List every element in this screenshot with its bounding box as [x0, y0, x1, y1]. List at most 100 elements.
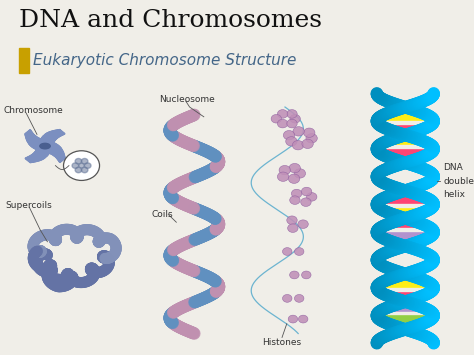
Polygon shape: [26, 133, 33, 138]
Circle shape: [294, 248, 304, 256]
Polygon shape: [29, 137, 37, 144]
Circle shape: [283, 295, 292, 302]
Polygon shape: [58, 130, 64, 135]
Polygon shape: [55, 149, 62, 156]
Polygon shape: [25, 130, 31, 135]
Polygon shape: [36, 141, 46, 149]
Polygon shape: [51, 131, 58, 137]
Polygon shape: [56, 151, 63, 157]
Polygon shape: [32, 140, 42, 147]
Circle shape: [79, 163, 84, 168]
Polygon shape: [31, 139, 40, 146]
Circle shape: [288, 174, 300, 184]
Polygon shape: [40, 142, 52, 151]
Polygon shape: [29, 138, 38, 144]
Circle shape: [290, 114, 301, 123]
Polygon shape: [60, 158, 65, 163]
Polygon shape: [53, 148, 61, 155]
Polygon shape: [41, 142, 52, 151]
Polygon shape: [28, 137, 36, 143]
Polygon shape: [51, 146, 60, 154]
Polygon shape: [25, 131, 31, 135]
Polygon shape: [39, 143, 50, 152]
Polygon shape: [48, 145, 58, 153]
Polygon shape: [38, 147, 48, 155]
Polygon shape: [30, 156, 36, 162]
Polygon shape: [35, 140, 46, 149]
Polygon shape: [57, 154, 64, 159]
Polygon shape: [52, 131, 59, 137]
Polygon shape: [27, 134, 34, 140]
Polygon shape: [51, 147, 60, 154]
Polygon shape: [54, 131, 61, 136]
Circle shape: [64, 151, 100, 180]
Polygon shape: [58, 154, 64, 160]
Polygon shape: [54, 131, 60, 136]
Polygon shape: [34, 140, 45, 148]
Polygon shape: [42, 142, 53, 151]
Polygon shape: [30, 138, 39, 146]
Polygon shape: [55, 151, 63, 157]
Circle shape: [287, 216, 297, 224]
Polygon shape: [44, 135, 54, 143]
Polygon shape: [34, 153, 42, 160]
Circle shape: [289, 163, 301, 173]
Polygon shape: [44, 143, 55, 152]
Polygon shape: [46, 133, 55, 141]
Polygon shape: [33, 140, 43, 148]
Polygon shape: [46, 134, 55, 141]
Polygon shape: [42, 137, 52, 146]
Polygon shape: [58, 155, 64, 160]
Polygon shape: [55, 151, 63, 157]
Polygon shape: [53, 131, 60, 136]
Polygon shape: [39, 141, 51, 151]
Circle shape: [292, 189, 302, 198]
Polygon shape: [47, 133, 56, 140]
Polygon shape: [35, 140, 45, 149]
Polygon shape: [40, 142, 52, 151]
Polygon shape: [36, 151, 45, 158]
Polygon shape: [44, 136, 53, 144]
Polygon shape: [46, 144, 56, 152]
Polygon shape: [50, 132, 57, 138]
Polygon shape: [26, 132, 32, 137]
Polygon shape: [30, 156, 37, 161]
Polygon shape: [29, 138, 38, 145]
Polygon shape: [44, 135, 53, 143]
Polygon shape: [36, 150, 46, 157]
Polygon shape: [29, 156, 36, 162]
Polygon shape: [34, 153, 42, 160]
Circle shape: [303, 128, 315, 137]
Polygon shape: [38, 145, 49, 154]
Polygon shape: [53, 148, 61, 155]
Polygon shape: [55, 130, 62, 135]
Polygon shape: [47, 133, 55, 140]
Circle shape: [292, 141, 304, 150]
Polygon shape: [50, 132, 57, 138]
Polygon shape: [39, 142, 50, 152]
Circle shape: [302, 139, 313, 148]
Polygon shape: [40, 141, 51, 150]
Text: Coils: Coils: [152, 210, 173, 219]
Polygon shape: [55, 150, 62, 156]
Polygon shape: [27, 136, 35, 142]
Polygon shape: [51, 131, 58, 137]
Polygon shape: [49, 132, 57, 139]
Polygon shape: [57, 130, 64, 135]
Polygon shape: [39, 141, 51, 151]
Polygon shape: [30, 138, 38, 145]
Circle shape: [75, 158, 82, 164]
Polygon shape: [35, 151, 44, 158]
Polygon shape: [34, 140, 44, 148]
Polygon shape: [59, 157, 64, 162]
Polygon shape: [28, 137, 36, 143]
Polygon shape: [54, 149, 62, 156]
Polygon shape: [35, 152, 44, 159]
Polygon shape: [37, 148, 47, 156]
Polygon shape: [41, 138, 52, 147]
Circle shape: [82, 167, 88, 173]
Polygon shape: [45, 143, 55, 152]
Polygon shape: [40, 141, 51, 150]
Polygon shape: [37, 141, 48, 150]
Polygon shape: [45, 134, 54, 142]
